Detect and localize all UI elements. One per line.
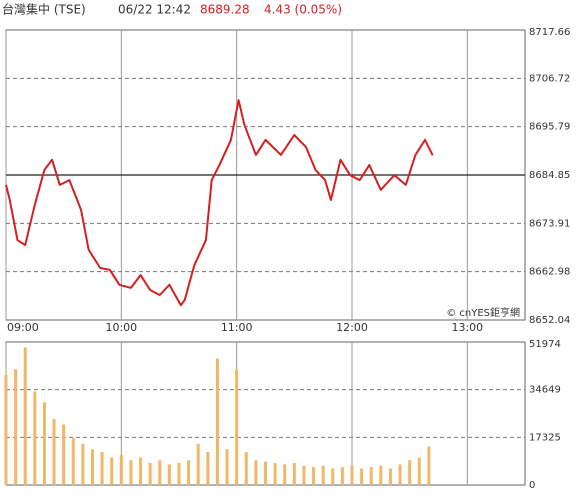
y-tick-label: 0: [529, 480, 535, 491]
volume-bar: [100, 451, 104, 485]
volume-bar: [331, 468, 335, 485]
volume-bar: [312, 467, 316, 485]
volume-bar: [388, 468, 392, 485]
volume-bar: [408, 460, 412, 485]
volume-bar: [215, 358, 219, 485]
y-tick-label: 8684.85: [529, 170, 570, 181]
volume-bar: [254, 460, 258, 485]
x-tick-label: 13:00: [451, 321, 483, 334]
quote-change: 4.43 (0.05%): [264, 3, 342, 17]
volume-bar: [427, 446, 431, 485]
volume-bar: [398, 464, 402, 485]
volume-bar: [4, 374, 8, 485]
volume-bar: [360, 468, 364, 485]
y-tick-label: 8706.72: [529, 73, 570, 84]
volume-bar: [273, 462, 277, 485]
volume-bar: [369, 467, 373, 485]
volume-bar: [235, 369, 239, 485]
volume-bar: [148, 462, 152, 485]
volume-bar: [62, 424, 66, 485]
volume-bar: [206, 451, 210, 485]
volume-bar: [177, 462, 181, 485]
volume-bar: [225, 449, 229, 485]
volume-bar: [379, 465, 383, 485]
x-tick-label: 12:00: [336, 321, 368, 334]
volume-bar: [167, 464, 171, 485]
volume-bar: [129, 460, 133, 485]
volume-bar: [91, 449, 94, 485]
volume-bar: [23, 347, 27, 485]
volume-bar: [158, 460, 162, 485]
volume-bar: [14, 369, 18, 485]
quote-time: 06/22 12:42: [118, 3, 191, 17]
volume-bar: [119, 454, 123, 485]
y-tick-label: 8662.98: [529, 267, 570, 278]
volume-bar: [292, 462, 296, 485]
volume-bar: [321, 465, 325, 485]
volume-bar: [139, 457, 143, 485]
volume-bar: [196, 443, 200, 485]
y-tick-label: 8717.66: [529, 27, 570, 38]
copyright: © cnYES鉅亨網: [446, 306, 520, 319]
x-tick-label: 09:00: [7, 321, 39, 334]
volume-bar: [417, 457, 421, 485]
volume-bar: [110, 457, 114, 485]
volume-bar: [71, 438, 75, 485]
y-tick-label: 8695.79: [529, 122, 570, 133]
volume-bar: [283, 464, 287, 485]
quote-price: 8689.28: [200, 3, 250, 17]
volume-bar: [42, 402, 46, 485]
y-tick-label: 34649: [529, 385, 561, 396]
price-line: [5, 99, 434, 307]
index-name: 台灣集中 (TSE): [2, 2, 86, 17]
volume-bar: [264, 461, 267, 485]
volume-bar: [81, 443, 85, 485]
y-tick-label: 51974: [529, 339, 561, 350]
x-tick-label: 10:00: [105, 321, 137, 334]
y-tick-label: 8652.04: [529, 315, 570, 326]
y-tick-label: 8673.91: [529, 218, 570, 229]
volume-bar: [52, 418, 56, 485]
volume-bar: [350, 465, 354, 485]
volume-bar: [33, 391, 37, 485]
y-tick-label: 17325: [529, 432, 561, 443]
volume-bar: [187, 460, 191, 485]
volume-bar: [340, 467, 344, 485]
volume-bar: [302, 465, 306, 485]
volume-bar: [244, 451, 248, 485]
x-tick-label: 11:00: [221, 321, 253, 334]
